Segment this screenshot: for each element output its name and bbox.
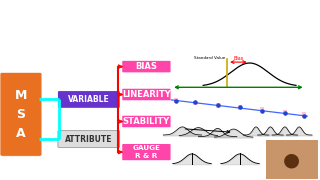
FancyBboxPatch shape	[58, 91, 120, 108]
FancyBboxPatch shape	[122, 144, 171, 160]
Text: BIAS: BIAS	[135, 62, 157, 71]
Text: Bias: Bias	[233, 56, 244, 61]
Text: M
S
A: M S A	[15, 89, 27, 140]
Text: VARIABLE: VARIABLE	[68, 95, 110, 104]
Point	[301, 114, 307, 117]
FancyBboxPatch shape	[266, 140, 318, 179]
Text: BIAS , LINEARITY & STABILITY: BIAS , LINEARITY & STABILITY	[49, 8, 271, 21]
Text: STABILITY: STABILITY	[123, 117, 170, 126]
FancyBboxPatch shape	[58, 131, 120, 147]
Text: ●: ●	[283, 151, 300, 170]
Point	[282, 112, 287, 114]
FancyBboxPatch shape	[122, 89, 171, 100]
Text: Study in Measurement: Study in Measurement	[94, 33, 226, 43]
Point	[260, 109, 265, 112]
Text: ATTRIBUTE: ATTRIBUTE	[65, 135, 113, 144]
Point	[193, 100, 198, 103]
Text: Standard Value: Standard Value	[194, 56, 226, 60]
Point	[215, 103, 220, 106]
Text: GAUGE
R & R: GAUGE R & R	[132, 145, 160, 159]
Text: LINEARITY: LINEARITY	[122, 90, 171, 99]
FancyBboxPatch shape	[122, 116, 171, 127]
FancyBboxPatch shape	[122, 61, 171, 72]
Point	[173, 100, 179, 103]
Point	[237, 106, 243, 109]
FancyBboxPatch shape	[0, 72, 42, 156]
